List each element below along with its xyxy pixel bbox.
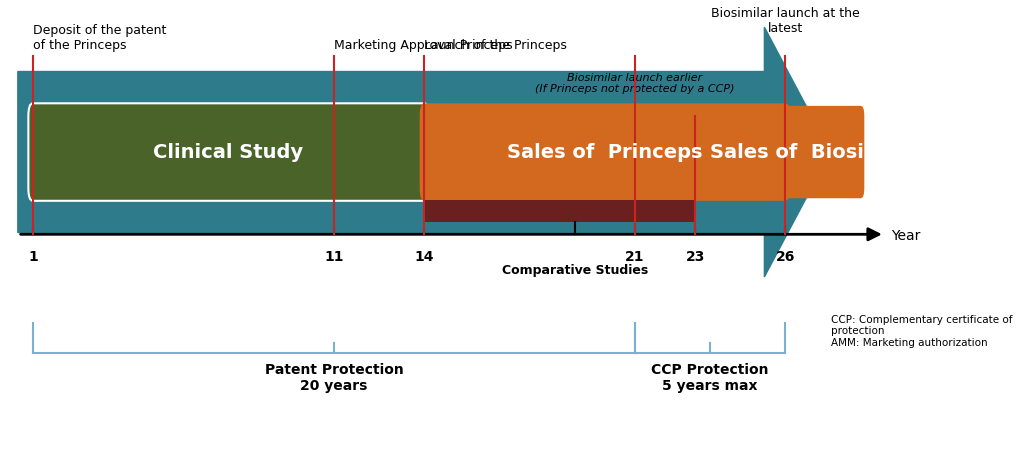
Text: Biosimilar launch at the
latest: Biosimilar launch at the latest (711, 7, 860, 35)
Text: Deposit of the patent
of the Princeps: Deposit of the patent of the Princeps (33, 24, 166, 52)
Text: 23: 23 (685, 250, 705, 264)
Text: 14: 14 (415, 250, 434, 264)
Text: Marketing Approval Princeps: Marketing Approval Princeps (334, 39, 513, 52)
Text: CCP: Complementary certificate of
protection
AMM: Marketing authorization: CCP: Complementary certificate of protec… (830, 315, 1012, 348)
Text: Biosimilar launch earlier
(If Princeps not protected by a CCP): Biosimilar launch earlier (If Princeps n… (536, 73, 734, 95)
Text: Year: Year (891, 229, 921, 243)
Bar (424, 200, 695, 221)
Text: CCP Protection
5 years max: CCP Protection 5 years max (651, 363, 769, 393)
Text: Patent Protection
20 years: Patent Protection 20 years (264, 363, 403, 393)
Text: Comparative Studies: Comparative Studies (502, 264, 648, 277)
Text: Sales of  Biosimilar: Sales of Biosimilar (711, 143, 921, 162)
Text: 26: 26 (776, 250, 795, 264)
Text: 21: 21 (626, 250, 645, 264)
Text: 11: 11 (325, 250, 344, 264)
FancyBboxPatch shape (420, 103, 790, 201)
FancyBboxPatch shape (782, 106, 864, 198)
Text: Launch of the Princeps: Launch of the Princeps (424, 39, 567, 52)
FancyBboxPatch shape (29, 103, 429, 201)
Text: Sales of  Princeps: Sales of Princeps (507, 143, 702, 162)
Text: Clinical Study: Clinical Study (154, 143, 303, 162)
FancyArrow shape (17, 27, 830, 277)
Text: 1: 1 (28, 250, 38, 264)
